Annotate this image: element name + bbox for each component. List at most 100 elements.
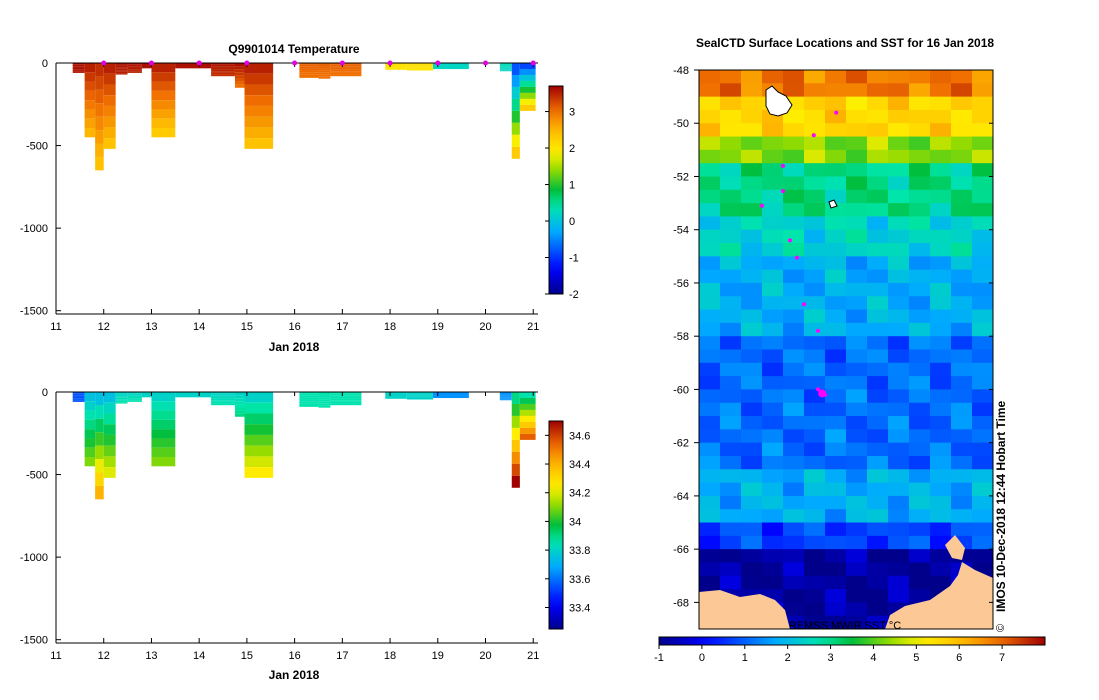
profile-cell <box>385 397 407 399</box>
sst-cell <box>951 123 973 138</box>
sst-cell <box>930 176 952 191</box>
sst-cell <box>825 109 847 124</box>
sst-cell <box>720 349 742 364</box>
sst-cell <box>741 322 763 337</box>
sst-cell <box>867 96 889 111</box>
sst-cell <box>825 309 847 324</box>
sst-cell <box>867 575 889 590</box>
x-tick-label: 13 <box>145 650 157 662</box>
sst-cell <box>846 442 868 457</box>
sst-cell <box>762 562 784 577</box>
profile-cell <box>141 65 152 67</box>
profile-marker <box>483 60 489 66</box>
sst-cell <box>930 70 952 84</box>
profile-cell <box>151 392 176 402</box>
sst-cell <box>762 282 784 297</box>
profile-cell <box>330 403 362 406</box>
sst-cell <box>741 83 763 98</box>
sst-cell <box>909 123 931 138</box>
profile-cell <box>318 64 331 67</box>
sst-cell <box>699 336 721 350</box>
sst-cell <box>783 70 805 84</box>
sst-cell <box>972 416 993 430</box>
profile-cell <box>72 396 85 399</box>
sst-cell <box>867 416 889 430</box>
sst-cell <box>804 189 826 204</box>
sst-cell <box>720 429 742 444</box>
sst-cell <box>804 509 826 524</box>
temperature-title: Q9901014 Temperature <box>228 42 360 56</box>
sst-cell <box>930 189 952 204</box>
sst-cell <box>762 389 784 404</box>
sst-cell <box>762 136 784 151</box>
sst-cell <box>741 269 763 284</box>
sst-cell <box>762 362 784 377</box>
profile-cell <box>175 67 212 69</box>
sst-cell <box>741 229 763 244</box>
salinity-xlabel: Jan 2018 <box>269 668 320 682</box>
sst-cell <box>699 70 721 84</box>
sst-map-title: SealCTD Surface Locations and SST for 16… <box>696 36 994 50</box>
sst-cell <box>783 282 805 297</box>
sst-cell <box>783 83 805 98</box>
sst-cell <box>720 256 742 271</box>
profile-cell <box>127 69 142 71</box>
profile-cell <box>433 66 469 68</box>
sst-cell <box>762 203 784 217</box>
profile-cell <box>330 392 362 394</box>
x-tick-label: 12 <box>98 650 110 662</box>
sst-cell <box>741 416 763 430</box>
sst-cell <box>741 256 763 271</box>
sst-cell <box>741 282 763 297</box>
sst-cell <box>804 602 826 617</box>
profile-cell <box>151 90 176 101</box>
profile-cell <box>433 396 469 398</box>
sst-cell <box>951 269 973 284</box>
sst-cell <box>762 455 784 470</box>
sst-cell <box>909 575 931 590</box>
sst-cell <box>972 535 993 550</box>
sst-cell <box>825 216 847 231</box>
x-tick-label: 20 <box>479 321 491 333</box>
sst-cbar-tick-label: 3 <box>827 652 833 664</box>
profile-cell <box>84 128 96 138</box>
profile-cell <box>141 393 152 395</box>
sst-cell <box>699 495 721 510</box>
sst-cell <box>867 189 889 204</box>
profile-cell <box>385 392 407 394</box>
sst-cell <box>762 429 784 444</box>
sst-cell <box>867 429 889 444</box>
profile-cell <box>84 63 96 73</box>
temperature-panel: Q9901014 Temperature 11 12 13 14 15 16 17 18 19 2… <box>20 42 579 354</box>
profile-cell <box>95 392 104 406</box>
profile-cell <box>234 404 245 408</box>
y-tick-label: -1500 <box>20 635 48 647</box>
sst-cell <box>783 109 805 124</box>
profile-cell <box>115 65 128 68</box>
sst-cell <box>846 455 868 470</box>
profile-cell <box>175 65 212 67</box>
sst-cell <box>972 296 993 311</box>
salinity-colorbar <box>548 420 564 630</box>
profile-cell <box>95 130 104 144</box>
profile-cell <box>519 80 536 87</box>
sst-cell <box>930 123 952 138</box>
profile-cell <box>211 395 235 397</box>
x-tick-label: 13 <box>145 321 157 333</box>
profile-cell <box>151 447 176 458</box>
sst-cell <box>762 296 784 311</box>
sst-cell <box>972 70 993 84</box>
track-point <box>781 163 785 168</box>
sst-cell <box>720 96 742 111</box>
profile-cell <box>244 424 274 435</box>
sst-cell <box>699 429 721 444</box>
sst-cbar-tick-label: 2 <box>785 652 791 664</box>
profile-cell <box>234 413 245 417</box>
profile-cell <box>211 66 235 68</box>
island-macquarie <box>765 85 793 117</box>
profile-cell <box>511 403 520 416</box>
sst-cell <box>699 256 721 271</box>
sst-cell <box>888 549 910 563</box>
profile-marker <box>244 60 250 66</box>
profile-cell <box>406 392 434 394</box>
